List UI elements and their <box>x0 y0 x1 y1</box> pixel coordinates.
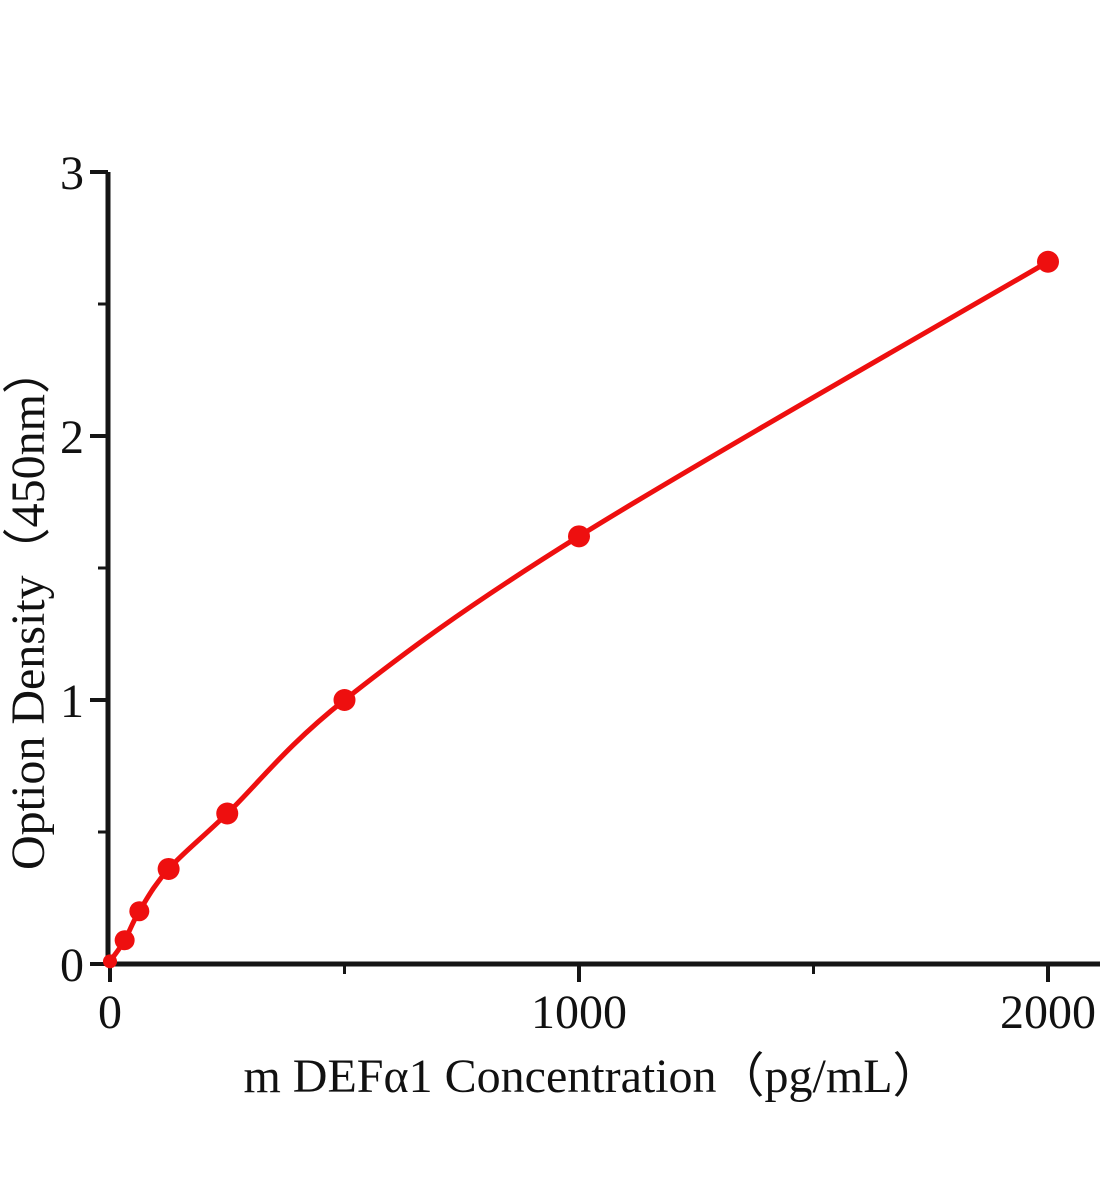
data-point-marker <box>103 954 117 969</box>
data-point-marker <box>568 525 590 548</box>
x-tick-label: 0 <box>98 986 122 1039</box>
data-point-marker <box>129 901 150 922</box>
y-tick-label: 0 <box>60 939 84 992</box>
x-tick-label: 2000 <box>1000 986 1096 1039</box>
data-point-marker <box>114 930 135 951</box>
standard-curve-line <box>107 259 1051 964</box>
data-point-marker <box>216 802 239 825</box>
y-tick-label: 3 <box>60 147 84 200</box>
y-tick-label: 1 <box>60 675 84 728</box>
tick-labels: 0 1000 2000 0 1 2 3 <box>60 147 1096 1039</box>
data-point-marker <box>157 857 180 880</box>
data-points <box>103 250 1059 969</box>
y-axis-title: Option Density（450nm） <box>2 346 55 870</box>
x-axis-title: m DEFα1 Concentration（pg/mL） <box>243 1050 940 1103</box>
data-point-marker <box>1037 250 1059 273</box>
x-tick-label: 1000 <box>531 986 627 1039</box>
y-tick-label: 2 <box>60 411 84 464</box>
axes <box>90 170 1100 982</box>
data-point-marker <box>333 689 356 711</box>
